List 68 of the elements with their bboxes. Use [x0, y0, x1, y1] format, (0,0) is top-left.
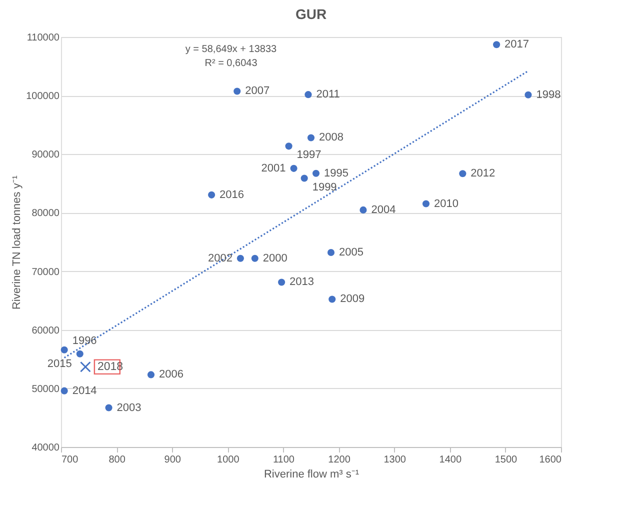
- chart-title: GUR: [295, 6, 327, 22]
- annotation: 2010: [434, 198, 458, 210]
- annotation: y = 58,649x + 13833: [185, 44, 278, 55]
- point: [328, 296, 336, 303]
- x-tick-label: 800: [108, 454, 126, 466]
- annotation: 2004: [371, 204, 396, 216]
- x-tick-label: 1600: [539, 454, 562, 466]
- point: [76, 350, 84, 358]
- point: [290, 164, 298, 172]
- point: [307, 134, 315, 142]
- point: [493, 41, 500, 48]
- y-tick-label: 110000: [26, 32, 60, 44]
- annotation: 1997: [296, 149, 322, 162]
- annotation: 1998: [536, 88, 561, 101]
- point: [304, 91, 312, 98]
- annotation: 2009: [340, 293, 365, 306]
- x-tick-label: 1200: [328, 454, 351, 466]
- annotation: 2001: [261, 162, 286, 174]
- point: [312, 170, 320, 177]
- y-axis-title: Riverine TN load tonnes y⁻¹: [11, 175, 24, 310]
- x-axis-title: Riverine flow m³ s⁻¹: [264, 468, 360, 480]
- y-tick-label: 70000: [32, 266, 60, 278]
- annotation: 2007: [245, 85, 270, 98]
- point: [459, 170, 466, 178]
- point: [147, 371, 155, 378]
- annotation: 1999: [312, 181, 337, 194]
- annotation: R² = 0,6043: [204, 58, 258, 69]
- point: [278, 278, 286, 286]
- point: [300, 174, 308, 182]
- point: [236, 254, 244, 262]
- x-tick-label: 1000: [217, 454, 240, 466]
- annotation: 2013: [290, 276, 314, 288]
- annotation: 2012: [470, 168, 496, 180]
- annotation: 2017: [504, 38, 530, 51]
- annotation: 2016: [220, 188, 244, 201]
- point: [524, 91, 532, 98]
- point: [60, 346, 68, 354]
- annotation: 2011: [316, 88, 340, 101]
- annotation: 2015: [47, 358, 72, 370]
- y-tick-label: 40000: [32, 442, 60, 454]
- x-tick-label: 700: [62, 454, 79, 466]
- point: [60, 387, 68, 394]
- y-tick-label: 90000: [32, 150, 60, 161]
- annotation: 1995: [324, 167, 348, 180]
- x-tick-label: 1100: [272, 454, 295, 466]
- y-tick-label: 50000: [32, 384, 60, 395]
- x-tick-label: 1500: [494, 454, 518, 466]
- x-tick-label: 1400: [439, 454, 462, 466]
- y-tick-label: 100000: [26, 91, 60, 102]
- annotation: 2008: [319, 132, 344, 144]
- annotation: 2005: [339, 246, 364, 258]
- annotation: 2006: [159, 368, 184, 381]
- point: [360, 206, 367, 214]
- point: [251, 254, 258, 262]
- annotation: 2003: [116, 402, 142, 414]
- point: [422, 200, 430, 208]
- point: [234, 88, 241, 95]
- x-tick-label: 900: [164, 454, 182, 466]
- annotation: 2014: [72, 384, 97, 397]
- y-tick-label: 60000: [32, 325, 60, 336]
- point: [105, 404, 112, 412]
- y-tick-label: 80000: [32, 208, 60, 220]
- annotation: 2000: [262, 252, 288, 264]
- point: [80, 361, 91, 372]
- point: [208, 191, 216, 198]
- point: [327, 248, 335, 256]
- x-tick-label: 1300: [384, 454, 406, 466]
- point: [285, 142, 292, 150]
